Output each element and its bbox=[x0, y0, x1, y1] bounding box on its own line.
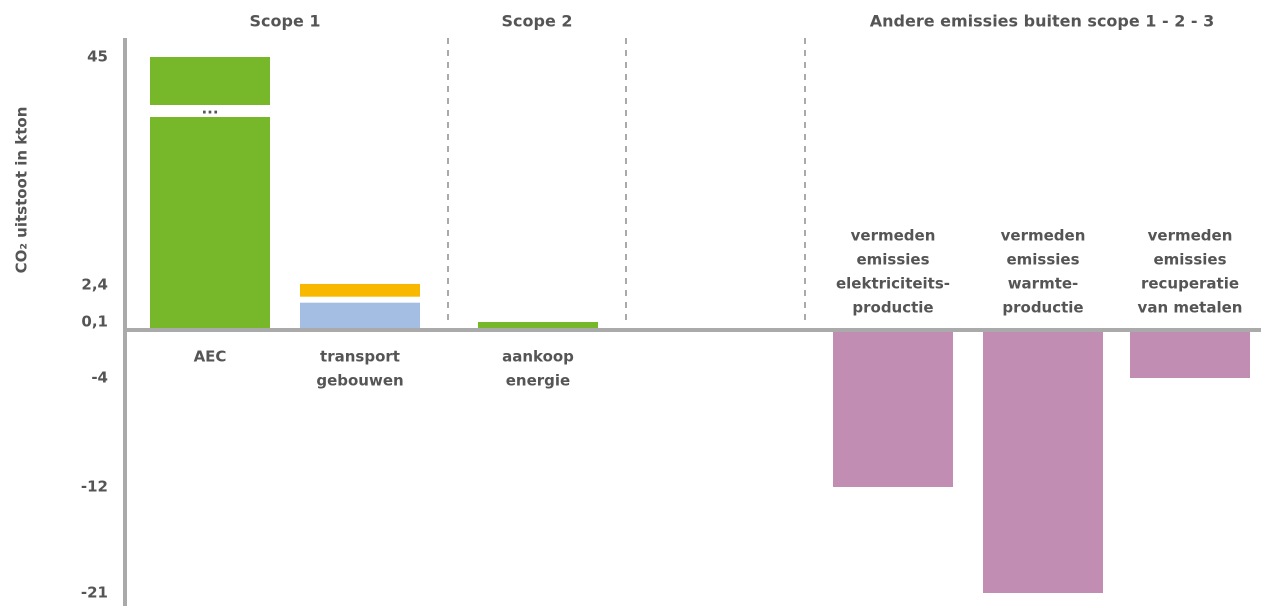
y-tick-label: -21 bbox=[81, 584, 108, 602]
x-tick-label: gebouwen bbox=[316, 372, 403, 390]
x-tick-label: emissies bbox=[1006, 251, 1079, 269]
bar bbox=[300, 283, 420, 297]
x-tick-label: vermeden bbox=[851, 227, 936, 245]
bar bbox=[300, 302, 420, 330]
x-tick-label: emissies bbox=[856, 251, 929, 269]
bar bbox=[478, 322, 598, 330]
bar bbox=[150, 57, 270, 330]
bar bbox=[833, 330, 953, 487]
x-tick-label: vermeden bbox=[1001, 227, 1086, 245]
x-tick-label: AEC bbox=[194, 348, 227, 366]
axis-break bbox=[149, 105, 271, 117]
x-tick-label: vermeden bbox=[1148, 227, 1233, 245]
y-tick-label: 0,1 bbox=[81, 313, 108, 331]
group-label: Scope 2 bbox=[501, 12, 572, 31]
x-tick-label: emissies bbox=[1153, 251, 1226, 269]
bar bbox=[983, 330, 1103, 593]
x-tick-label: recuperatie bbox=[1141, 275, 1239, 293]
y-tick-label: 2,4 bbox=[81, 276, 108, 294]
x-tick-label: aankoop bbox=[502, 348, 574, 366]
y-tick-label: 45 bbox=[87, 48, 108, 66]
x-tick-label: energie bbox=[506, 372, 570, 390]
break-label: ... bbox=[201, 100, 218, 118]
x-tick-label: productie bbox=[852, 299, 933, 317]
x-tick-label: van metalen bbox=[1138, 299, 1243, 317]
y-tick-label: -12 bbox=[81, 478, 108, 496]
bar bbox=[1130, 330, 1250, 378]
x-tick-label: transport bbox=[320, 348, 400, 366]
y-tick-label: -4 bbox=[91, 369, 108, 387]
x-tick-label: elektriciteits- bbox=[836, 275, 950, 293]
group-label: Scope 1 bbox=[249, 12, 320, 31]
group-label: Andere emissies buiten scope 1 - 2 - 3 bbox=[870, 12, 1215, 31]
y-axis-label: CO₂ uitstoot in kton bbox=[13, 107, 31, 274]
x-tick-label: productie bbox=[1002, 299, 1083, 317]
x-tick-label: warmte- bbox=[1008, 275, 1079, 293]
